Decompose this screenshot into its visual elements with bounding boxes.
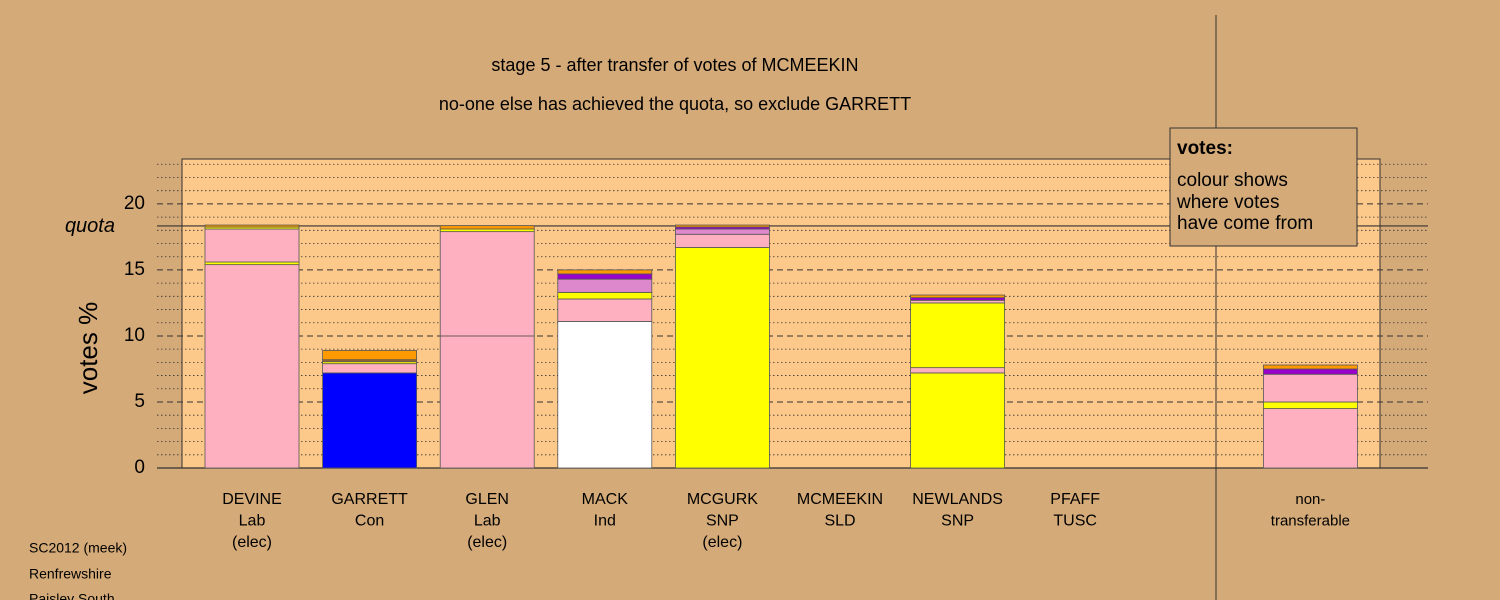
bar-segment [910, 294, 1005, 299]
quota-label: quota [65, 215, 115, 237]
note-line: colour shows [1177, 170, 1288, 191]
bar-segment [910, 372, 1005, 469]
x-tick-label: MCMEEKIN [797, 491, 883, 508]
x-tick-label: transferable [1271, 512, 1350, 529]
bar-segment [439, 335, 535, 469]
plot: 0 5 10 15 20 quota DEVINE Lab (elec) GARRETT Con GL… [65, 163, 1428, 551]
bar-segment [204, 264, 300, 469]
x-tick-label: (elec) [467, 534, 507, 551]
x-tick-label: non- [1295, 491, 1325, 508]
bar-segment [557, 321, 653, 469]
bar-segment [557, 273, 653, 280]
y-tick-label: 0 [134, 457, 145, 478]
x-tick-label: SNP [941, 513, 974, 530]
footer-line: Paisley South [29, 591, 115, 600]
bar-segment [1263, 373, 1358, 403]
x-tick-label: GLEN [465, 491, 509, 508]
chart-title: stage 5 - after transfer of votes of MCM… [491, 55, 858, 75]
x-tick-label: MCGURK [687, 491, 758, 508]
bar-segment [675, 247, 770, 469]
y-tick-label: 15 [124, 259, 145, 280]
bar-segment [557, 269, 653, 275]
chart-subtitle: no-one else has achieved the quota, so e… [439, 94, 911, 114]
bar-segment [204, 224, 300, 228]
x-tick-label: MACK [582, 491, 629, 508]
x-tick-label: PFAFF [1050, 491, 1100, 508]
x-tick-label: (elec) [702, 534, 742, 551]
bar-segment [557, 291, 653, 300]
bar-segment [557, 278, 653, 293]
x-tick-label: GARRETT [331, 491, 408, 508]
note-heading: votes: [1177, 138, 1233, 159]
x-tick-label: (elec) [232, 534, 272, 551]
bar-segment [1263, 364, 1358, 370]
note-line: where votes [1176, 192, 1279, 213]
bar-segment [910, 302, 1005, 369]
footer-line: SC2012 (meek) [29, 540, 127, 556]
x-tick-label: DEVINE [222, 491, 282, 508]
x-tick-label: Con [355, 513, 384, 530]
note-line: have come from [1177, 213, 1313, 234]
y-tick-label: 5 [134, 391, 145, 412]
x-tick-label: NEWLANDS [912, 491, 1003, 508]
bar-segment [1263, 401, 1358, 409]
bar-segment [439, 225, 535, 230]
bar-segment [557, 298, 653, 322]
y-tick-label: 20 [124, 193, 145, 214]
note-box [1169, 127, 1358, 247]
x-tick-label: TUSC [1053, 513, 1097, 530]
bar-segment [1263, 368, 1358, 375]
bar-segment [675, 228, 770, 235]
x-tick-label: SNP [706, 513, 739, 530]
bar-segment [204, 228, 300, 263]
y-tick-label: 10 [124, 325, 145, 346]
bar-segment [439, 231, 535, 337]
bar-segment [910, 367, 1005, 374]
bar-segment [675, 224, 770, 228]
bar-segment [322, 350, 418, 361]
y-axis-label: votes % [73, 302, 103, 395]
bar-segment [322, 363, 418, 374]
x-tick-label: Lab [474, 513, 501, 530]
bar-segment [1263, 408, 1358, 469]
x-tick-label: Lab [239, 513, 266, 530]
footer-line: Renfrewshire [29, 566, 112, 582]
x-tick-label: SLD [824, 513, 855, 530]
bar-segment [675, 233, 770, 248]
bar-segment [322, 372, 418, 469]
x-tick-label: Ind [594, 513, 616, 530]
